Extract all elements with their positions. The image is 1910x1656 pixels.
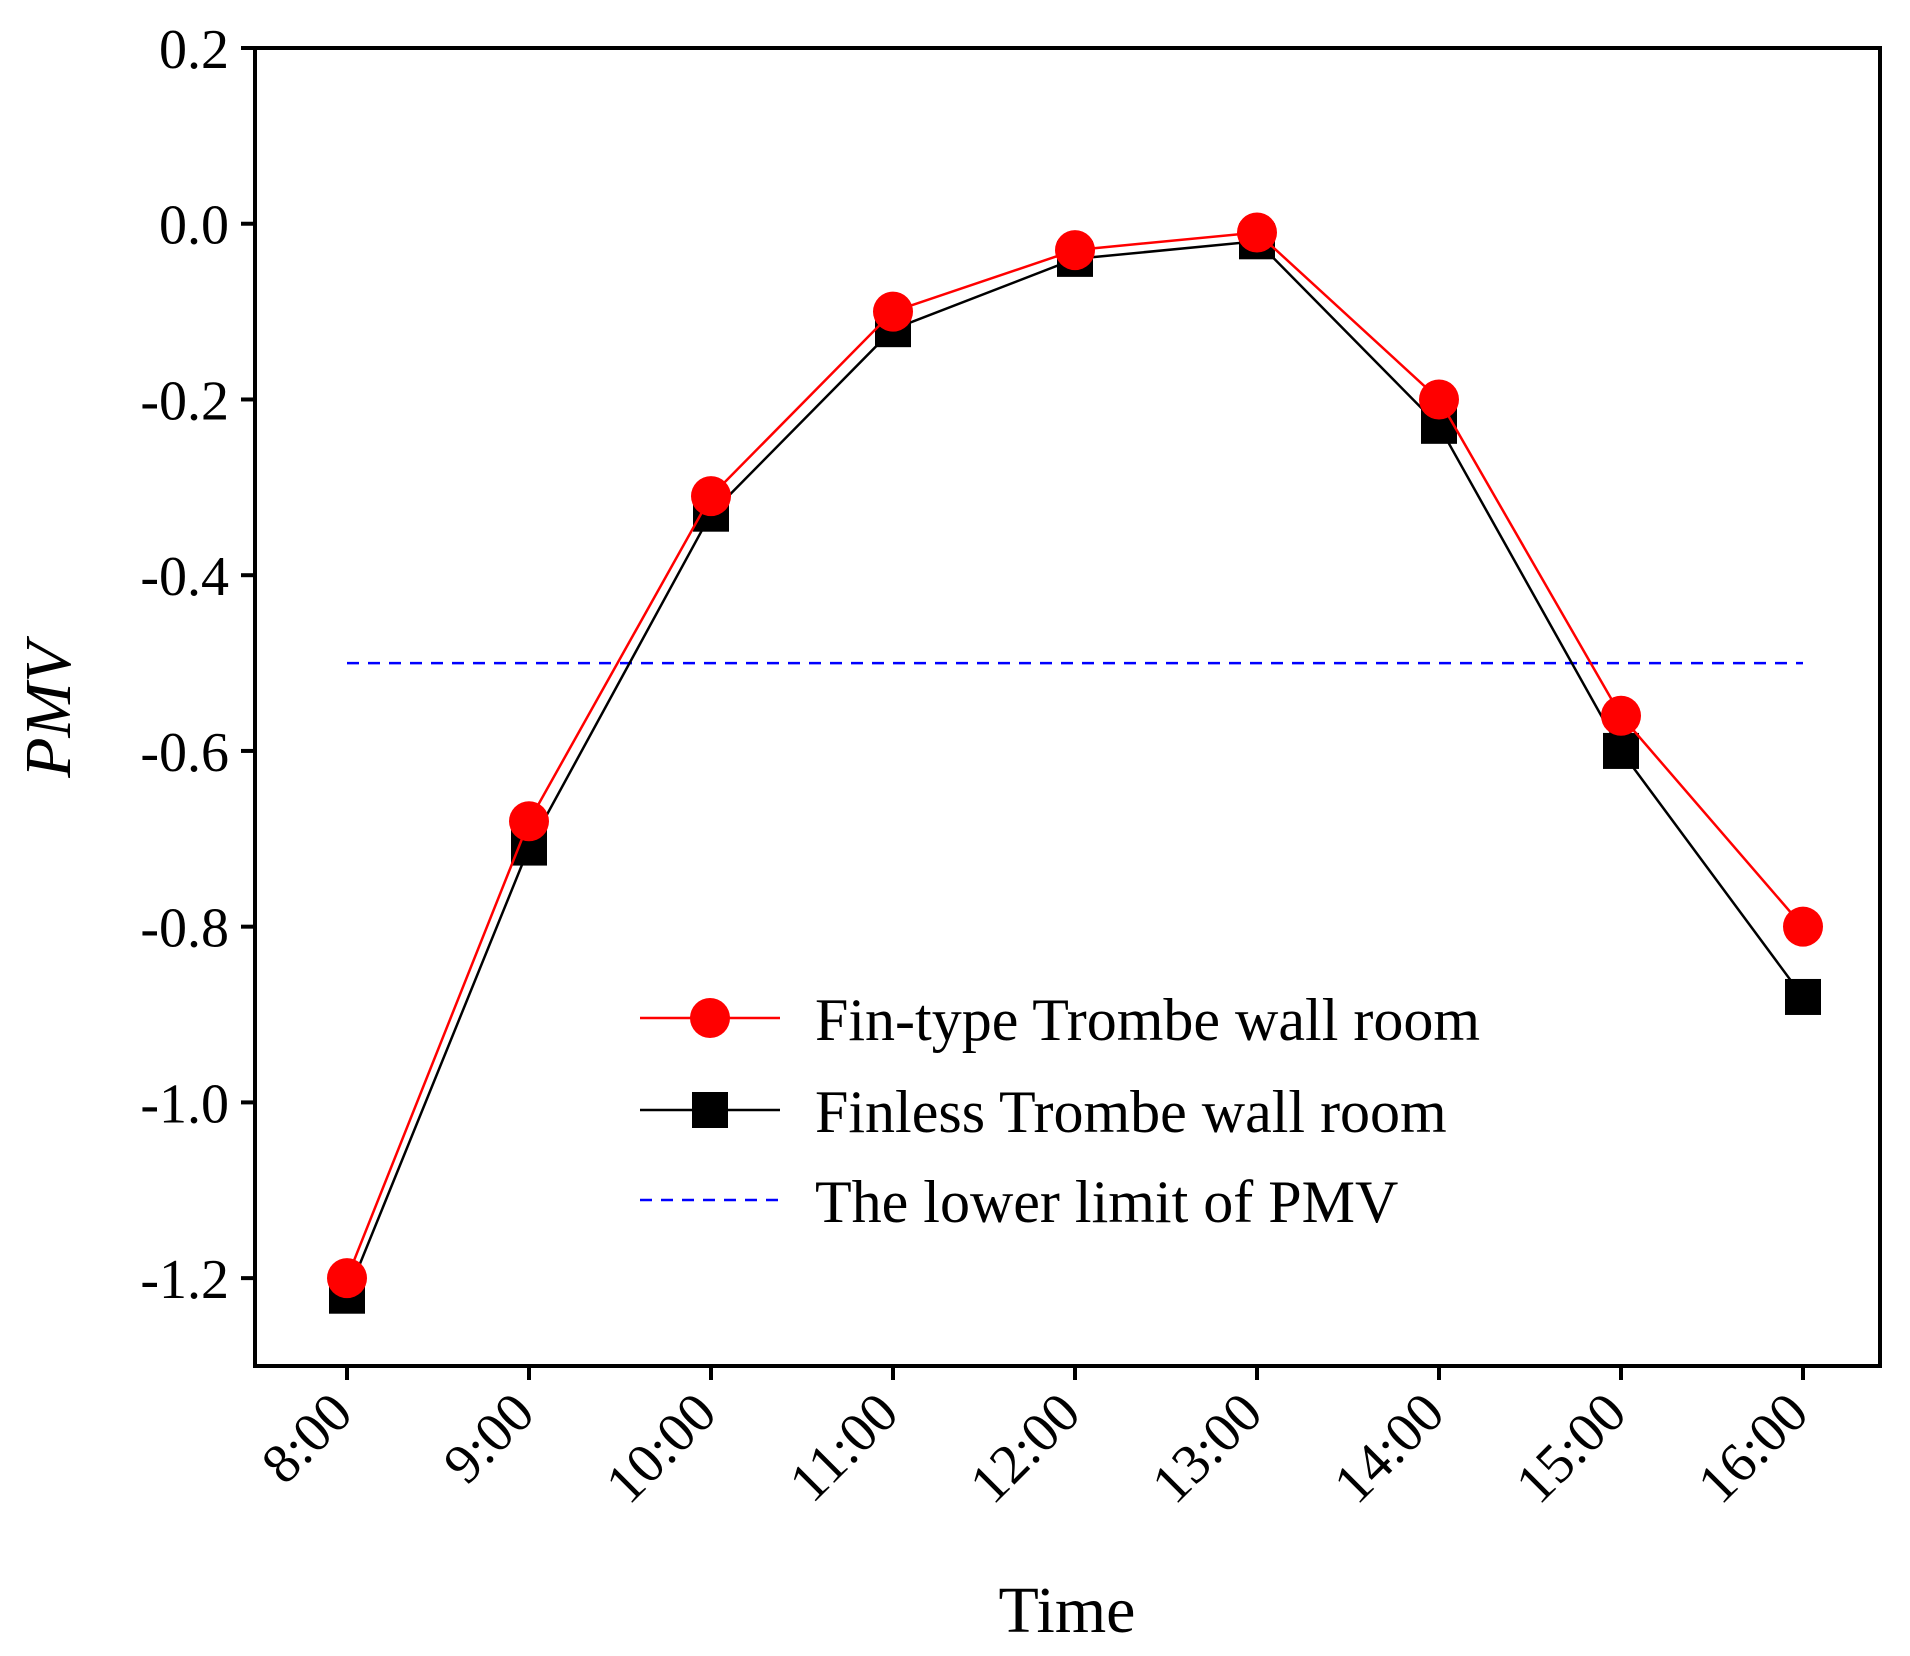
data-point-circle xyxy=(1419,379,1459,420)
x-tick-label: 15:00 xyxy=(1504,1381,1638,1515)
legend-label-finless: Finless Trombe wall room xyxy=(815,1079,1447,1145)
series-fin-type xyxy=(327,212,1823,1299)
x-tick-label: 12:00 xyxy=(958,1381,1092,1515)
y-axis: 0.2 0.0 -0.2 -0.4 -0.6 -0.8 -1.0 -1.2 xyxy=(140,19,255,1311)
legend: Fin-type Trombe wall room Finless Trombe … xyxy=(640,987,1480,1235)
x-tick-label: 13:00 xyxy=(1140,1381,1274,1515)
y-tick-label: -1.2 xyxy=(140,1249,229,1311)
x-axis-title: Time xyxy=(999,1574,1136,1647)
data-point-circle xyxy=(873,291,913,332)
series-finless xyxy=(329,223,1821,1314)
data-point-circle xyxy=(691,476,731,517)
legend-marker-fin-type xyxy=(690,998,730,1038)
y-tick-label: -1.0 xyxy=(140,1073,229,1135)
data-point-square xyxy=(1785,978,1821,1015)
y-tick-label: -0.2 xyxy=(140,370,229,432)
y-tick-label: 0.0 xyxy=(159,195,229,257)
x-tick-label: 8:00 xyxy=(250,1381,364,1495)
x-tick-label: 10:00 xyxy=(594,1381,728,1515)
legend-marker-finless xyxy=(692,1092,728,1128)
y-tick-label: -0.6 xyxy=(140,722,229,784)
x-tick-label: 16:00 xyxy=(1686,1381,1820,1515)
data-point-circle xyxy=(1237,212,1277,253)
data-point-circle xyxy=(1783,906,1823,947)
data-point-square xyxy=(1603,732,1639,769)
data-point-circle xyxy=(1601,695,1641,736)
x-tick-label: 11:00 xyxy=(778,1381,911,1514)
data-point-circle xyxy=(1055,230,1095,271)
y-tick-label: 0.2 xyxy=(159,19,229,81)
legend-label-fin-type: Fin-type Trombe wall room xyxy=(815,987,1480,1053)
data-point-circle xyxy=(509,801,549,842)
x-axis: 8:00 9:00 10:00 11:00 12:00 13:00 14:00 15:00 16… xyxy=(250,1366,1820,1515)
y-tick-label: -0.4 xyxy=(140,546,229,608)
legend-label-lower-limit: The lower limit of PMV xyxy=(815,1169,1398,1235)
x-tick-label: 9:00 xyxy=(432,1381,546,1495)
data-point-circle xyxy=(327,1258,367,1299)
y-axis-title: PMV xyxy=(12,636,85,779)
y-tick-label: -0.8 xyxy=(140,898,229,960)
series-layer xyxy=(327,212,1823,1314)
plot-frame xyxy=(253,46,1882,1368)
x-tick-label: 14:00 xyxy=(1322,1381,1456,1515)
